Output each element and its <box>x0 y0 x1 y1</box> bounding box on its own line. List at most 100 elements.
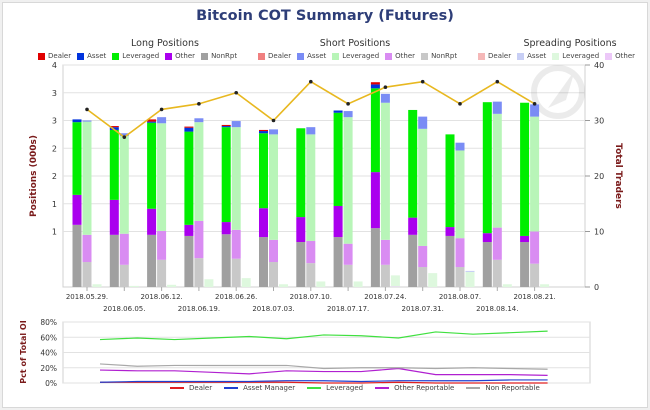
y-tick-label: 1 <box>52 228 57 237</box>
legend-label: Dealer <box>48 52 72 60</box>
legend-line-swatch <box>375 387 390 389</box>
y-tick-label: 3 <box>52 89 57 98</box>
bar-short-leveraged <box>269 134 278 240</box>
bar-long-other <box>184 224 194 236</box>
y2-tick-label: 20 <box>594 172 604 181</box>
watermark-ring <box>531 65 585 119</box>
bar-long-other <box>445 227 455 236</box>
bar-short-other <box>380 239 390 265</box>
legend-label: Asset <box>87 52 107 60</box>
short-positions-title: Short Positions <box>319 38 391 49</box>
legend-item-asset[interactable]: Asset <box>77 52 106 60</box>
bar-long-asset <box>72 119 82 123</box>
legend-swatch <box>478 52 485 60</box>
legend-label: Non Reportable <box>485 384 540 392</box>
bar-long-dealer <box>147 119 157 122</box>
bar-long-nonrpt <box>445 235 455 287</box>
bar-short-asset <box>418 116 428 129</box>
y2-tick-label: 30 <box>594 117 604 126</box>
line-other-reportable <box>99 367 548 376</box>
x-tick-label: 2018.07.24. <box>364 293 406 301</box>
bar-spreading-leveraged <box>540 284 550 287</box>
bar-short-leveraged <box>194 122 204 221</box>
legend-label: Other Reportable <box>394 384 455 392</box>
total-traders-point <box>346 102 350 106</box>
legend-item-other[interactable]: Other <box>165 52 195 60</box>
legend-item-other[interactable]: Other <box>385 52 415 60</box>
bar-short-asset <box>530 104 540 117</box>
bar-short-nonrpt <box>82 262 92 287</box>
bar-short-asset <box>380 93 390 103</box>
bottom-legend-item-other-reportable[interactable]: Other Reportable <box>375 384 454 392</box>
bar-long-other <box>333 205 343 238</box>
legend-item-asset[interactable]: Asset <box>297 52 326 60</box>
total-traders-point <box>85 107 89 112</box>
legend-item-dealer[interactable]: Dealer <box>478 52 511 60</box>
x-tick-label: 2018.08.21. <box>513 293 555 301</box>
legend-item-nonrpt[interactable]: NonRpt <box>421 52 457 60</box>
bar-short-nonrpt <box>492 259 502 287</box>
bar-long-nonrpt <box>408 234 418 287</box>
legend-item-nonrpt[interactable]: NonRpt <box>201 52 237 60</box>
legend-label: Leveraged <box>562 52 600 60</box>
bar-short-other <box>343 243 353 265</box>
legend-item-asset[interactable]: Asset <box>517 52 546 60</box>
legend-item-leveraged[interactable]: Leveraged <box>552 52 599 60</box>
bar-long-dealer <box>184 126 194 128</box>
legend-label: Dealer <box>488 52 512 60</box>
bar-spreading-leveraged <box>129 285 139 287</box>
bar-long-other <box>221 222 231 235</box>
legend-item-dealer[interactable]: Dealer <box>38 52 71 60</box>
bar-long-other <box>370 172 380 229</box>
bottom-legend: Dealer Asset Manager Leveraged Other Report… <box>170 384 540 392</box>
legend-item-leveraged[interactable]: Leveraged <box>112 52 159 60</box>
bar-long-leveraged <box>221 127 231 223</box>
x-tick-label: 2018.05.29. <box>66 293 108 301</box>
bottom-legend-item-asset-manager[interactable]: Asset Manager <box>224 384 295 392</box>
legend-label: Dealer <box>189 384 213 392</box>
legend-item-other[interactable]: Other <box>605 52 635 60</box>
line-leveraged <box>99 330 548 341</box>
total-traders-point <box>495 79 500 84</box>
bar-short-other <box>82 234 92 263</box>
y2-axis-title: Total Traders <box>613 143 623 209</box>
bottom-legend-item-non-reportable[interactable]: Non Reportable <box>466 384 540 392</box>
bottom-legend-item-leveraged[interactable]: Leveraged <box>307 384 363 392</box>
bar-long-leveraged <box>482 102 492 234</box>
bar-spreading-leveraged <box>316 281 326 287</box>
x-tick-label: 2018.07.31. <box>402 305 444 313</box>
bar-short-nonrpt <box>231 258 241 287</box>
bar-short-asset <box>194 118 204 123</box>
bar-long-leveraged <box>72 122 82 195</box>
chart-title: Bitcoin COT Summary (Futures) <box>196 8 454 24</box>
legend-swatch <box>201 52 209 60</box>
bar-short-nonrpt <box>530 263 540 287</box>
legend-label: Asset <box>307 52 327 60</box>
line-dealer <box>100 381 548 384</box>
legend-swatch <box>332 52 340 60</box>
bar-long-other <box>482 233 492 243</box>
long-legend: Dealer Asset Leveraged Other NonRpt <box>38 52 237 60</box>
bar-short-asset <box>269 129 278 135</box>
x-tick-label: 2018.08.14. <box>476 305 518 313</box>
bar-short-leveraged <box>231 127 241 230</box>
bar-short-leveraged <box>380 102 390 240</box>
bar-spreading-leveraged <box>92 284 102 287</box>
bar-long-dealer <box>221 124 231 127</box>
bar-spreading-leveraged <box>204 279 214 287</box>
bar-short-other <box>194 220 204 259</box>
bar-long-nonrpt <box>184 235 194 287</box>
bar-long-nonrpt <box>296 242 306 287</box>
bar-long-nonrpt <box>221 234 231 287</box>
long-positions-title: Long Positions <box>131 38 199 49</box>
legend-item-leveraged[interactable]: Leveraged <box>332 52 379 60</box>
total-traders-point <box>383 85 388 89</box>
legend-item-dealer[interactable]: Dealer <box>258 52 291 60</box>
legend-label: Other <box>615 52 636 60</box>
legend-swatch <box>552 52 560 60</box>
bar-short-nonrpt <box>418 267 428 287</box>
bar-long-other <box>520 235 530 243</box>
bar-short-asset <box>231 121 241 128</box>
bottom-legend-item-dealer[interactable]: Dealer <box>170 384 212 392</box>
bar-short-other <box>157 230 167 260</box>
